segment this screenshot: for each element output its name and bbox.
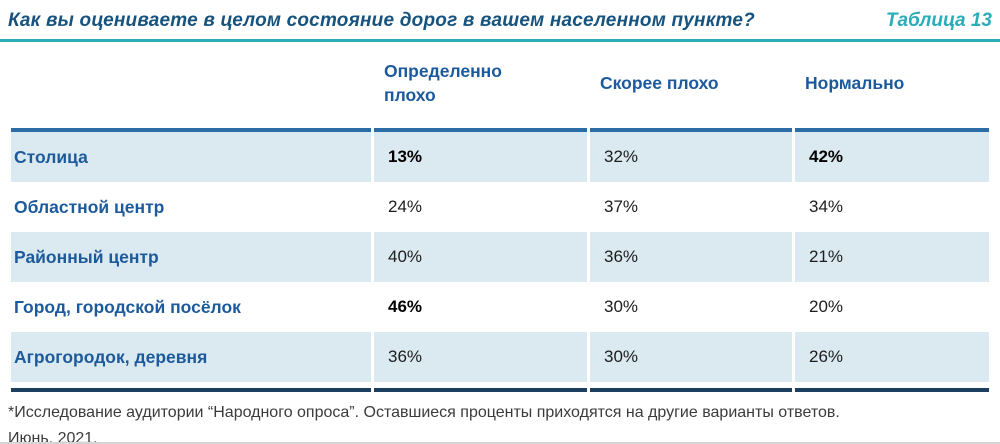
column-header: Определенно плохо xyxy=(374,42,587,132)
table-row: Областной центр 24% 37% 34% xyxy=(11,182,989,232)
table-header-row: Определенно плохо Скорее плохо Нормально xyxy=(11,42,989,132)
value-cell: 37% xyxy=(604,197,639,216)
row-label: Районный центр xyxy=(11,232,371,282)
table-row: Агрогородок, деревня 36% 30% 26% xyxy=(11,332,989,382)
column-header-label: Определенно плохо xyxy=(384,61,502,105)
value-cell: 32% xyxy=(590,132,792,182)
table-bottom-rule-segment xyxy=(11,382,371,392)
table-row: Столица 13% 32% 42% xyxy=(11,132,989,182)
table-bottom-rule xyxy=(11,382,989,392)
value-cell: 13% xyxy=(374,132,587,182)
title-underline xyxy=(0,39,1000,42)
table-bottom-rule-segment xyxy=(795,382,989,392)
value-cell: 30% xyxy=(590,332,792,382)
title-row: Как вы оцениваете в целом состояние доро… xyxy=(8,10,992,32)
value-cell: 36% xyxy=(374,332,587,382)
table-bottom-rule-segment xyxy=(374,382,587,392)
footnote-line-1: *Исследование аудитории “Народного опрос… xyxy=(8,404,840,421)
table-number-label: Таблица 13 xyxy=(885,10,992,31)
column-header: Нормально xyxy=(795,42,989,132)
survey-results-table: Определенно плохо Скорее плохо Нормально С… xyxy=(8,42,992,392)
table-row: Город, городской посёлок 46% 30% 20% xyxy=(11,282,989,332)
row-label: Столица xyxy=(11,132,371,182)
table-header-empty-cell xyxy=(11,42,371,132)
value-cell: 46% xyxy=(388,297,423,316)
footnote: *Исследование аудитории “Народного опрос… xyxy=(8,400,992,444)
column-header-label: Нормально xyxy=(805,73,905,94)
value-cell: 21% xyxy=(795,232,989,282)
value-cell: 30% xyxy=(604,297,639,316)
row-label: Город, городской посёлок xyxy=(14,296,241,317)
value-cell: 20% xyxy=(809,297,844,316)
value-cell: 26% xyxy=(795,332,989,382)
row-label: Агрогородок, деревня xyxy=(11,332,371,382)
footnote-line-2: Июнь, 2021. xyxy=(8,430,98,444)
column-header: Скорее плохо xyxy=(590,42,792,132)
value-cell: 40% xyxy=(374,232,587,282)
page-title: Как вы оцениваете в целом состояние доро… xyxy=(8,10,755,31)
row-label: Областной центр xyxy=(14,196,165,217)
value-cell: 24% xyxy=(388,197,423,216)
column-header-label: Скорее плохо xyxy=(600,73,719,94)
table-row: Районный центр 40% 36% 21% xyxy=(11,232,989,282)
table-bottom-rule-segment xyxy=(590,382,792,392)
value-cell: 36% xyxy=(590,232,792,282)
value-cell: 42% xyxy=(795,132,989,182)
value-cell: 34% xyxy=(809,197,844,216)
